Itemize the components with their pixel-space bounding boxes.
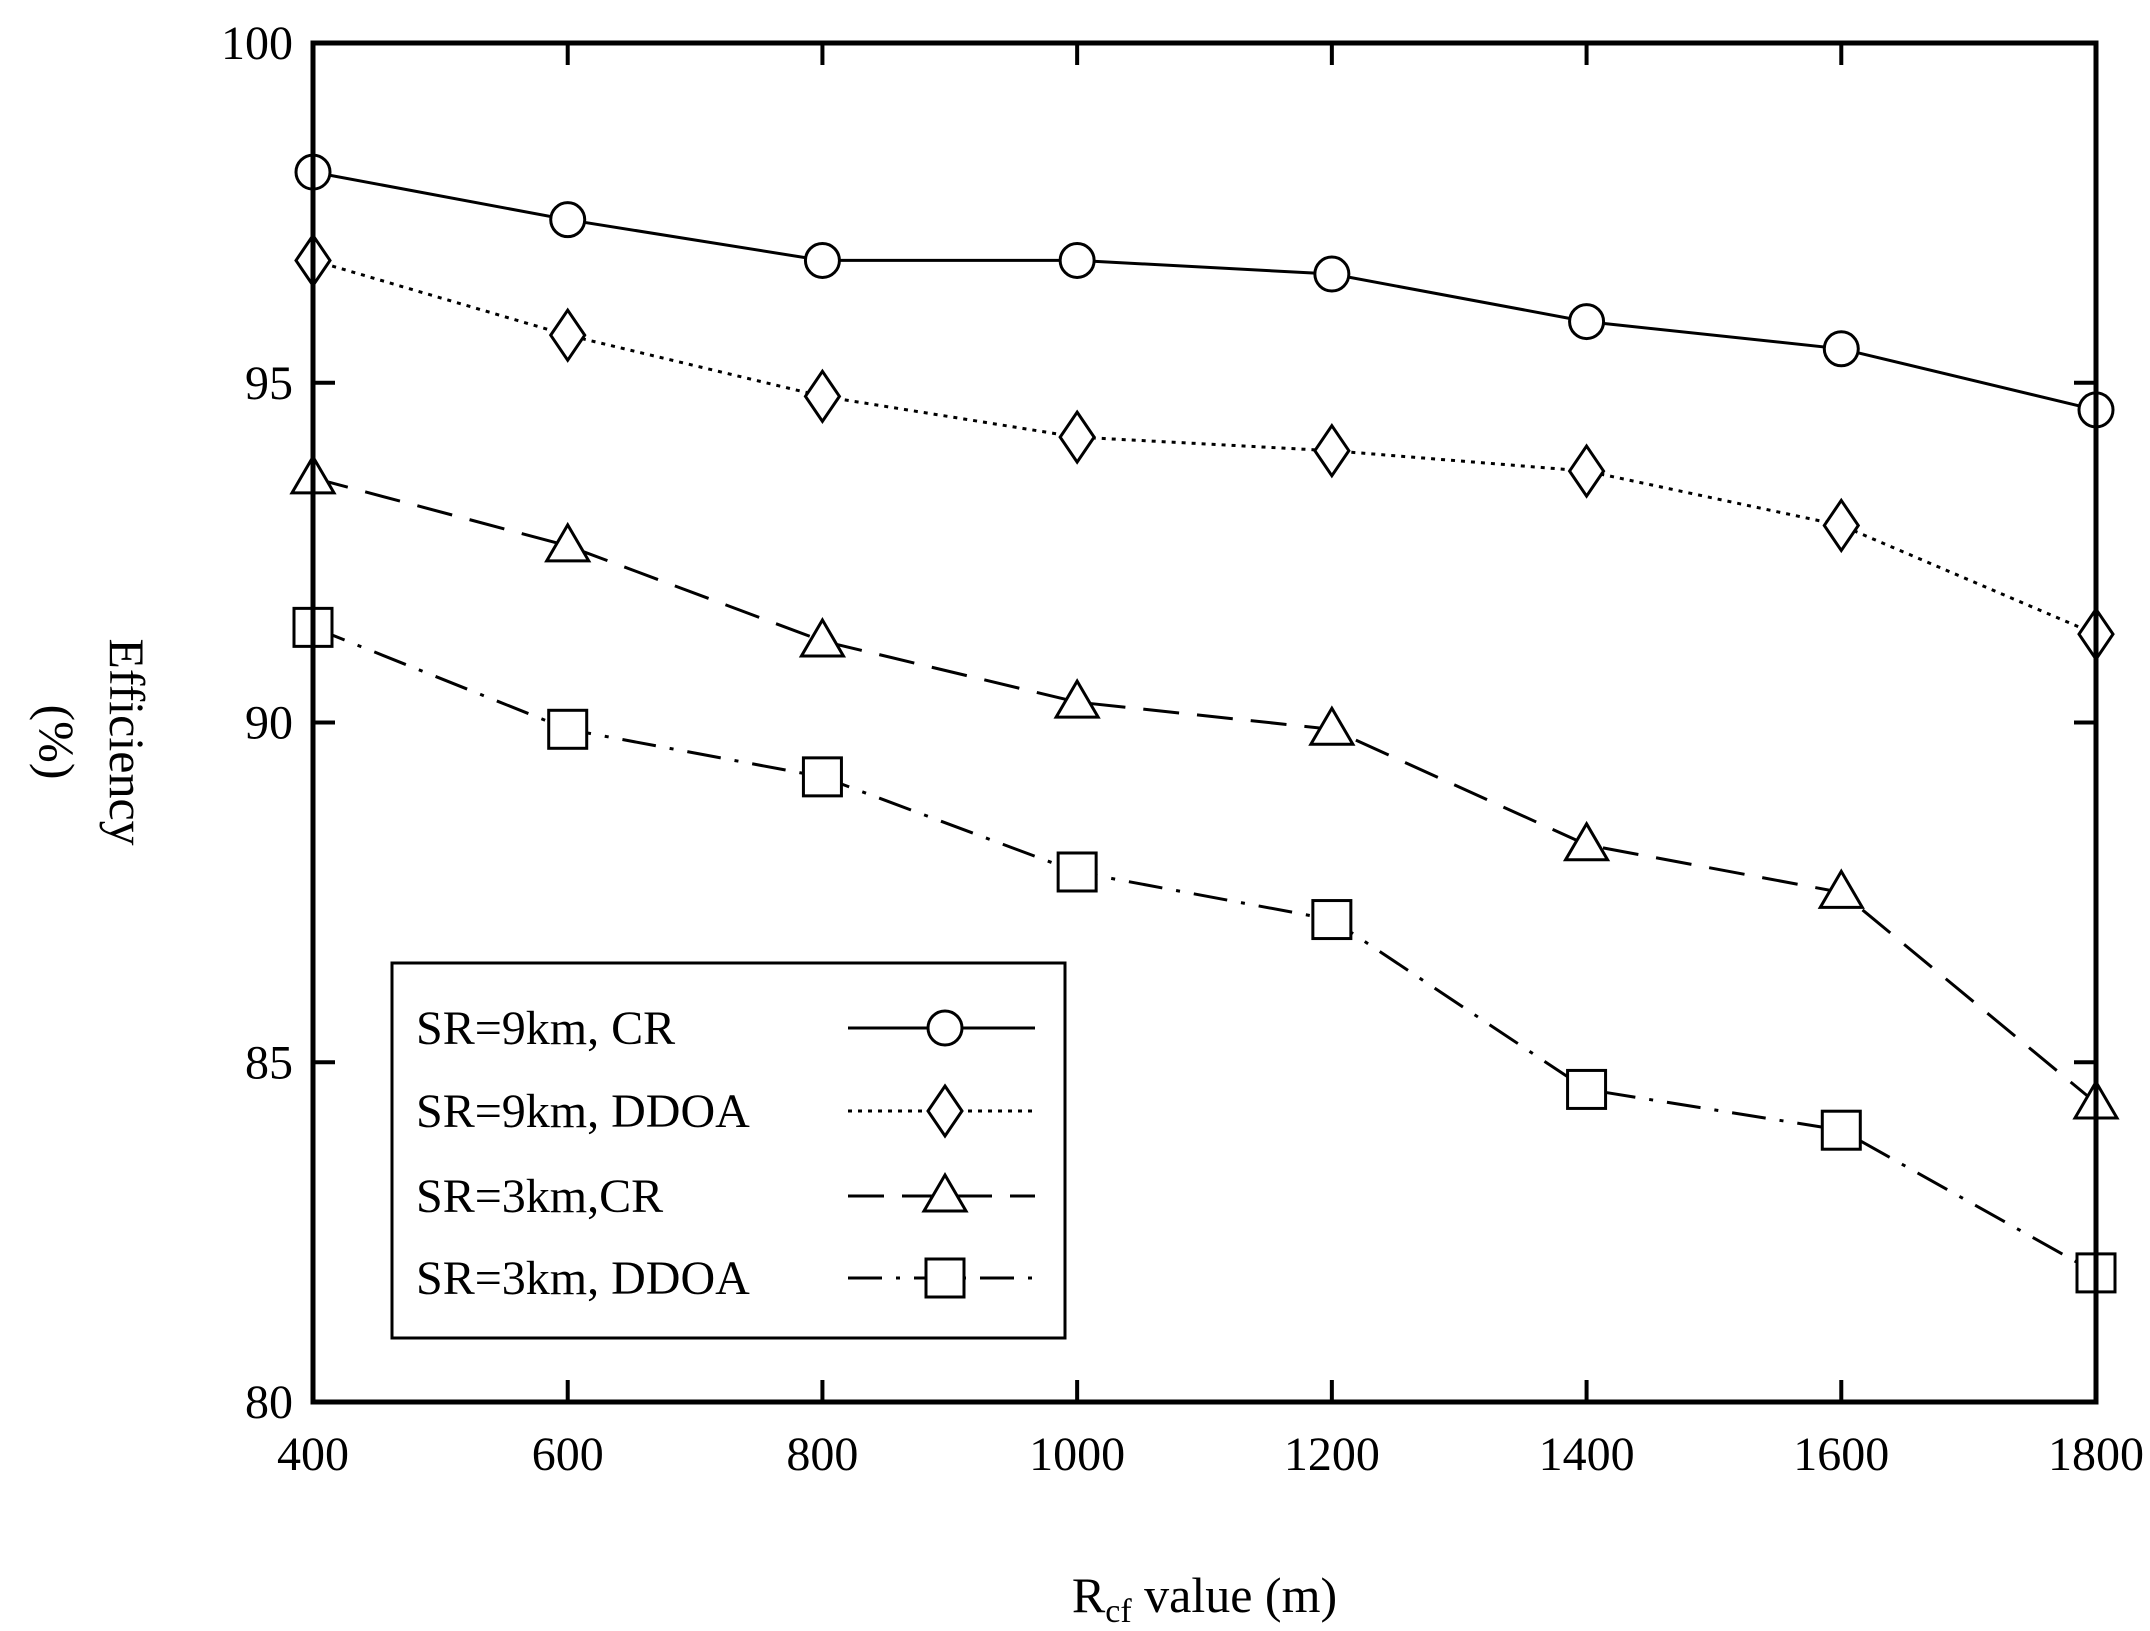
series-line-3 xyxy=(312,476,2097,1105)
data-point-s1-p5 xyxy=(1313,255,1351,293)
x-tick-label: 1000 xyxy=(1029,1428,1125,1481)
legend-marker xyxy=(926,1009,964,1047)
y-tick-label: 100 xyxy=(221,17,293,70)
x-tick-label: 400 xyxy=(277,1428,349,1481)
x-axis-title: Rcf value (m) xyxy=(1072,1567,1337,1630)
data-point-s2-p5 xyxy=(1313,423,1351,479)
series-line-1 xyxy=(312,170,2097,412)
data-point-s3-p3 xyxy=(798,616,847,658)
legend-label: SR=9km, CR xyxy=(416,1002,675,1055)
data-point-s4-p6 xyxy=(1566,1068,1608,1110)
data-point-s3-p4 xyxy=(1053,678,1101,719)
data-point-s4-p3 xyxy=(801,756,843,798)
data-point-s1-p7 xyxy=(1822,330,1860,368)
legend-label: SR=3km, DDOA xyxy=(416,1252,750,1305)
data-point-s3-p7 xyxy=(1817,868,1865,909)
data-point-s2-p7 xyxy=(1822,497,1861,554)
data-point-s4-p2 xyxy=(547,708,589,750)
y-axis-title-line2: (%) xyxy=(29,705,85,780)
x-tick-label: 1400 xyxy=(1539,1428,1635,1481)
y-tick-label: 90 xyxy=(245,697,293,750)
data-point-s1-p6 xyxy=(1568,303,1606,341)
y-axis-title-line1: Efficiency xyxy=(99,638,155,845)
data-point-s2-p3 xyxy=(803,368,842,425)
legend-marker xyxy=(924,1257,966,1299)
data-point-s2-p2 xyxy=(548,307,587,363)
axes: 80 85 90 95 100 400 600 800 1000 1200 1400 1600 1800 xyxy=(221,17,2144,1481)
y-axis-title: Efficiency(%) xyxy=(29,638,155,845)
legend-marker xyxy=(926,1083,964,1139)
series-line-2 xyxy=(312,258,2097,636)
data-point-s1-p4 xyxy=(1058,241,1096,279)
data-point-s3-p2 xyxy=(544,521,592,563)
data-point-s2-p6 xyxy=(1567,443,1606,499)
y-tick-label: 95 xyxy=(245,357,293,410)
data-point-s4-p5 xyxy=(1311,899,1353,941)
legend-marker xyxy=(921,1172,969,1213)
x-tick-label: 800 xyxy=(786,1428,858,1481)
data-point-s3-p6 xyxy=(1562,820,1611,862)
y-tick-label: 80 xyxy=(245,1376,293,1429)
data-point-s2-p4 xyxy=(1058,409,1096,465)
data-point-s1-p2 xyxy=(549,201,587,239)
data-point-s4-p7 xyxy=(1820,1109,1862,1151)
x-tick-label: 1600 xyxy=(1793,1428,1889,1481)
x-tick-label: 600 xyxy=(532,1428,604,1481)
x-tick-label: 1800 xyxy=(2048,1428,2144,1481)
data-point-s1-p3 xyxy=(803,241,841,279)
legend: SR=9km, CR SR=9km, DDOA SR=3km,CR SR=3km, D… xyxy=(390,961,1067,1340)
series-line-4 xyxy=(312,626,2097,1275)
legend-label: SR=9km, DDOA xyxy=(416,1085,750,1138)
legend-label: SR=3km,CR xyxy=(416,1170,663,1223)
x-tick-label: 1200 xyxy=(1284,1428,1380,1481)
y-tick-label: 85 xyxy=(245,1036,293,1089)
data-point-s3-p5 xyxy=(1308,705,1356,746)
plot-area xyxy=(289,153,2120,1294)
data-point-s4-p4 xyxy=(1056,851,1098,893)
axis-titles: Rcf value (m) Efficiency(%) xyxy=(29,638,1337,1630)
